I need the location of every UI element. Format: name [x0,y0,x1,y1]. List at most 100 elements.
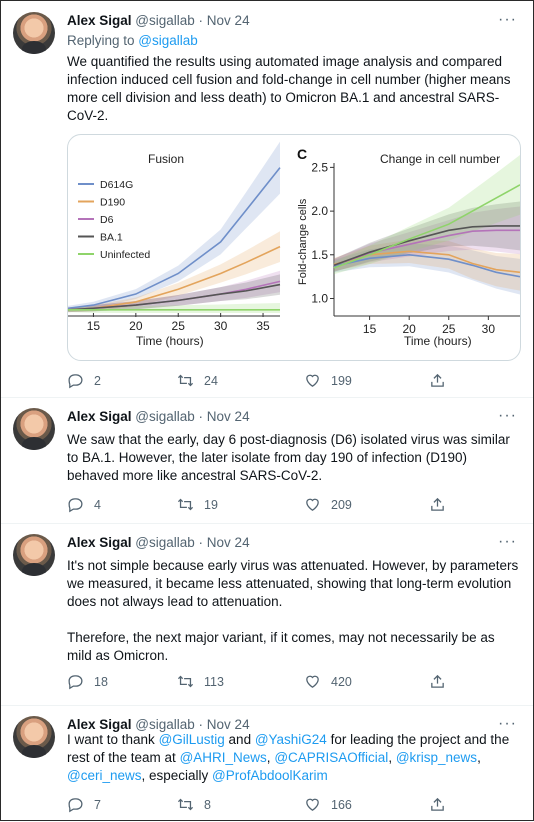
replying-to: Replying to @sigallab [67,33,198,48]
tweet-header: Alex Sigal @sigallab · Nov 24 [67,13,250,28]
tweet-date[interactable]: Nov 24 [206,13,250,28]
mention-link[interactable]: @krisp_news [395,750,478,765]
heart-icon [306,798,319,811]
author-name[interactable]: Alex Sigal [67,535,132,550]
series-line-ba1 [68,283,281,311]
author-name[interactable]: Alex Sigal [67,717,132,732]
retweet-count: 19 [204,497,218,512]
tweet-text: I want to thank @GilLustig and @YashiG24… [67,732,510,783]
mention-link[interactable]: @YashiG24 [254,732,327,747]
avatar[interactable] [13,716,55,758]
mention-link[interactable]: @sigallab [138,33,198,48]
tweet[interactable]: Alex Sigal @sigallab · Nov 24 ··· It's n… [1,523,533,706]
retweet-count: 8 [204,797,211,812]
share-button[interactable] [429,496,446,513]
tweet-image-chart[interactable]: Fusion 15 20 25 30 35 Time (hours) D614G D190… [67,134,521,361]
legend-label: BA.1 [100,232,123,244]
more-dots-icon[interactable]: ··· [498,407,517,424]
retweet-button[interactable]: 24 [177,372,218,389]
tweet-actions: 7 8 166 [67,796,457,814]
tweet-actions: 18 113 420 [67,673,457,691]
author-handle[interactable]: @sigallab [135,535,195,550]
avatar[interactable] [13,12,55,54]
mention-link[interactable]: @CAPRISAOfficial [274,750,389,765]
y-tick-label: 2.5 [311,160,328,174]
x-tick-label: 20 [403,322,417,336]
band-d6-cell-bands [334,206,520,272]
series-line-d6 [333,229,520,267]
retweet-button[interactable]: 19 [177,496,218,513]
retweet-count: 113 [204,674,224,689]
heart-icon [306,498,319,511]
y-tick-label: 1.5 [311,248,328,262]
tweet-date[interactable]: Nov 24 [206,717,250,732]
x-tick-label: 25 [442,322,456,336]
mention-link[interactable]: @ceri_news [67,768,142,783]
tweet-header: Alex Sigal @sigallab · Nov 24 [67,409,250,424]
heart-icon [306,374,319,387]
retweet-icon [177,798,194,811]
mention-link[interactable]: @ProfAbdoolKarim [212,768,328,783]
retweet-icon [177,374,194,387]
tweet-actions: 2 24 199 [67,372,457,390]
reply-count: 7 [94,797,101,812]
reply-button[interactable]: 2 [67,372,101,389]
author-handle[interactable]: @sigallab [135,717,195,732]
share-button[interactable] [429,673,446,690]
tweet-actions: 4 19 209 [67,496,457,514]
tweet[interactable]: Alex Sigal @sigallab · Nov 24 ··· We saw… [1,397,533,524]
chart-svg: Fusion 15 20 25 30 35 Time (hours) D614G D190… [68,141,520,348]
tweet-date[interactable]: Nov 24 [206,409,250,424]
legend-label: D190 [100,197,125,209]
reply-button[interactable]: 7 [67,796,101,813]
author-handle[interactable]: @sigallab [135,13,195,28]
share-button[interactable] [429,796,446,813]
cellnumber-xlabel: Time (hours) [404,334,472,348]
tweet[interactable]: Alex Sigal @sigallab · Nov 24 ··· I want… [1,705,533,822]
tweet-text: It's not simple because early virus was … [67,558,519,663]
band-d190-fusion-bands [68,231,280,313]
cellnumber-ylabel: Fold-change cells [297,198,309,285]
x-tick-label: 25 [172,319,186,333]
mention-link[interactable]: @GilLustig [158,732,225,747]
retweet-button[interactable]: 8 [177,796,211,813]
reply-button[interactable]: 18 [67,673,108,690]
share-icon [431,797,444,811]
reply-icon [68,798,83,813]
y-tick-label: 1.0 [311,292,328,306]
tweet-text: We quantified the results using automate… [67,54,511,123]
like-button[interactable]: 209 [304,496,352,513]
reply-button[interactable]: 4 [67,496,101,513]
more-dots-icon[interactable]: ··· [498,11,517,28]
mention-link[interactable]: @AHRI_News [179,750,267,765]
like-count: 166 [331,797,352,812]
legend-label: Uninfected [100,249,150,261]
x-tick-label: 20 [129,319,143,333]
retweet-icon [177,498,194,511]
avatar[interactable] [13,534,55,576]
like-button[interactable]: 166 [304,796,352,813]
share-icon [431,373,444,387]
tweet[interactable]: Alex Sigal @sigallab · Nov 24 ··· Replyi… [1,1,533,398]
x-tick-label: 30 [214,319,228,333]
retweet-button[interactable]: 113 [177,673,224,690]
share-button[interactable] [429,372,446,389]
author-name[interactable]: Alex Sigal [67,409,132,424]
author-handle[interactable]: @sigallab [135,409,195,424]
cellnumber-title: Change in cell number [380,152,500,166]
share-icon [431,674,444,688]
legend-label: D614G [100,179,133,191]
reply-count: 4 [94,497,101,512]
like-button[interactable]: 420 [304,673,352,690]
x-tick-label: 15 [363,322,377,336]
tweet-date[interactable]: Nov 24 [206,535,250,550]
retweet-icon [177,675,194,688]
like-button[interactable]: 199 [304,372,352,389]
tweet-header: Alex Sigal @sigallab · Nov 24 [67,717,250,732]
reply-icon [68,498,83,513]
author-name[interactable]: Alex Sigal [67,13,132,28]
more-dots-icon[interactable]: ··· [498,533,517,550]
avatar[interactable] [13,408,55,450]
band-d614g-cell-bands [334,243,520,295]
more-dots-icon[interactable]: ··· [498,715,517,732]
